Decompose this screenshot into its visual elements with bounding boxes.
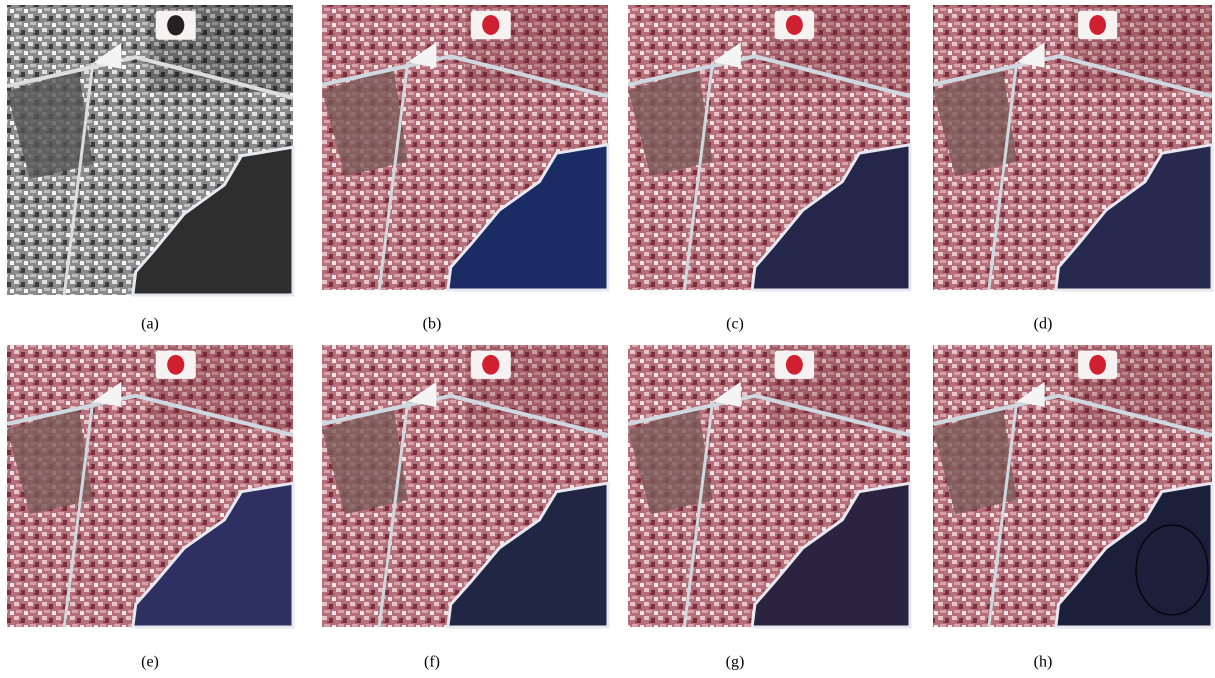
stadium-field [1089,355,1106,375]
stadium-field [1089,15,1106,35]
stadium-field [786,15,803,35]
satellite-image [322,345,608,627]
stadium-field [167,355,184,375]
caption: (d) [1034,316,1053,333]
caption: (e) [141,654,159,671]
caption: (g) [726,654,745,671]
caption: (c) [726,316,744,333]
satellite-image [933,5,1212,290]
stadium-field [482,355,499,375]
caption: (a) [141,316,159,333]
stadium-field [786,355,803,375]
caption: (h) [1034,654,1053,671]
satellite-image [7,5,293,295]
figure: (a) (b) (c) (d) (e) (f) (g) (h) [0,0,1215,678]
satellite-image [322,5,608,290]
satellite-image [7,345,293,627]
caption: (f) [424,654,440,671]
satellite-image [933,345,1212,627]
caption: (b) [423,316,442,333]
stadium-field [482,15,499,35]
satellite-image [628,5,910,290]
stadium-field [167,15,184,35]
satellite-image [628,345,910,627]
